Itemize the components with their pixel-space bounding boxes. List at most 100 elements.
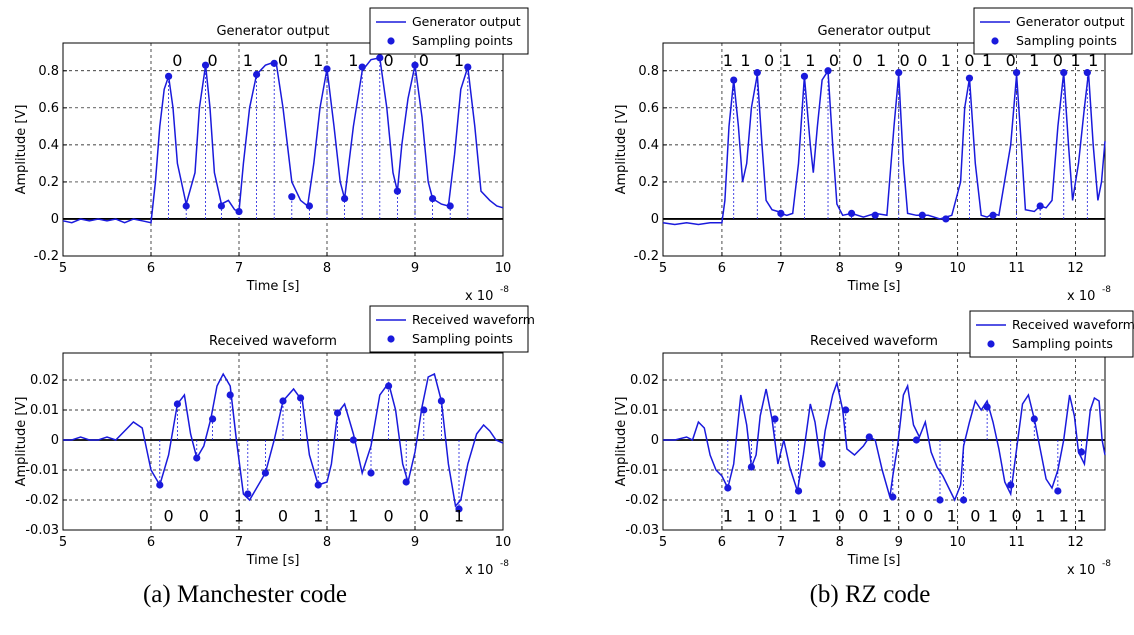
bit-label: 0 (419, 51, 429, 70)
x-exponent-power: -8 (500, 285, 509, 295)
sample-point (889, 493, 897, 501)
y-tick-label: -0.01 (25, 463, 59, 478)
y-tick-label: -0.02 (625, 493, 659, 508)
x-tick-label: 7 (235, 535, 243, 550)
x-tick-label: 9 (411, 261, 419, 276)
bit-label: 1 (1070, 51, 1080, 70)
x-tick-label: 6 (718, 261, 726, 276)
bit-label: 1 (723, 51, 733, 70)
sample-point (446, 202, 454, 210)
bit-label: 1 (454, 507, 464, 526)
bit-label: 1 (348, 51, 358, 70)
sample-point (367, 469, 375, 477)
x-exponent: x 10 (465, 289, 493, 304)
legend-label-markers: Sampling points (412, 33, 513, 48)
x-tick-label: 5 (59, 261, 67, 276)
sample-point (983, 403, 991, 411)
sample-point (201, 61, 210, 69)
bit-label: 0 (419, 507, 429, 526)
sample-point (244, 490, 252, 498)
plot-frame (662, 352, 1106, 531)
bit-label: 0 (172, 51, 182, 70)
bit-label: 1 (876, 51, 886, 70)
series-line (63, 372, 504, 508)
x-tick-label: 8 (323, 261, 331, 276)
y-tick-label: 0.4 (38, 138, 59, 153)
sample-point (1054, 487, 1062, 495)
x-tick-label: 8 (836, 535, 844, 550)
y-axis-label: Amplitude [V] (14, 397, 29, 487)
x-tick-label: 8 (323, 535, 331, 550)
legend-marker-swatch (387, 37, 395, 45)
sample-point (376, 54, 384, 62)
sample-point (420, 406, 428, 414)
bit-label: 0 (764, 507, 774, 526)
sample-point (165, 72, 173, 80)
bit-label: 0 (917, 51, 927, 70)
bit-label: 1 (243, 51, 253, 70)
bit-label: 0 (900, 51, 910, 70)
sample-point (235, 207, 243, 216)
bit-label: 1 (1029, 51, 1039, 70)
y-tick-label: -0.03 (25, 523, 59, 538)
x-tick-label: 5 (59, 535, 67, 550)
sample-point (217, 202, 225, 210)
x-tick-label: 9 (895, 261, 903, 276)
bit-label: 1 (1088, 51, 1098, 70)
sample-point (1030, 415, 1038, 423)
sample-point (253, 70, 261, 79)
legend-box (369, 305, 529, 353)
sample-point (455, 505, 463, 513)
plot-frame (662, 42, 1106, 257)
sample-point (209, 415, 217, 423)
y-tick-label: 0.02 (630, 373, 659, 388)
legend-label-line: Received waveform (1012, 317, 1134, 332)
series-line (662, 68, 1106, 226)
bit-label: 0 (199, 507, 209, 526)
sample-point (341, 194, 349, 203)
x-exponent-power: -8 (1102, 285, 1111, 295)
legend: Received waveform Sampling points (969, 310, 1134, 358)
sample-point (156, 481, 164, 489)
x-axis-label: Time [s] (246, 279, 300, 294)
x-tick-label: 11 (1008, 261, 1025, 276)
y-tick-label: 0.8 (38, 64, 59, 79)
bit-label: 1 (882, 507, 892, 526)
bit-label: 0 (164, 507, 174, 526)
y-tick-label: 0.8 (638, 64, 659, 79)
y-axis-label: Amplitude [V] (14, 105, 29, 195)
bit-label: 0 (852, 51, 862, 70)
legend-marker-swatch (387, 335, 395, 343)
x-tick-label: 11 (1008, 535, 1025, 550)
sample-point (942, 215, 950, 223)
y-tick-label: -0.03 (625, 523, 659, 538)
bit-label: 1 (723, 507, 733, 526)
y-tick-label: 0 (651, 433, 659, 448)
x-tick-label: 6 (147, 261, 155, 276)
x-tick-label: 8 (836, 261, 844, 276)
bit-label: 1 (805, 51, 815, 70)
bit-label: 1 (1059, 507, 1069, 526)
bit-label: 0 (905, 507, 915, 526)
y-tick-label: -0.2 (634, 249, 659, 264)
sample-point (918, 211, 926, 219)
caption-manchester: (a) Manchester code (142, 581, 348, 608)
sample-point (173, 400, 181, 408)
legend-box (969, 310, 1134, 358)
bit-label: 0 (970, 507, 980, 526)
bit-label: 0 (964, 51, 974, 70)
bit-label: 1 (740, 51, 750, 70)
sample-point (270, 59, 278, 67)
chart-title: Received waveform (810, 334, 938, 349)
sample-point (411, 61, 419, 69)
bit-label: 0 (384, 507, 394, 526)
sample-point (865, 433, 873, 441)
x-tick-label: 12 (1067, 261, 1084, 276)
x-axis-label: Time [s] (246, 553, 300, 568)
sample-point (800, 72, 809, 80)
series-line (62, 56, 504, 224)
legend-label-markers: Sampling points (1016, 33, 1117, 48)
y-tick-label: -0.01 (625, 463, 659, 478)
caption-rz: (b) RZ code (809, 581, 931, 608)
